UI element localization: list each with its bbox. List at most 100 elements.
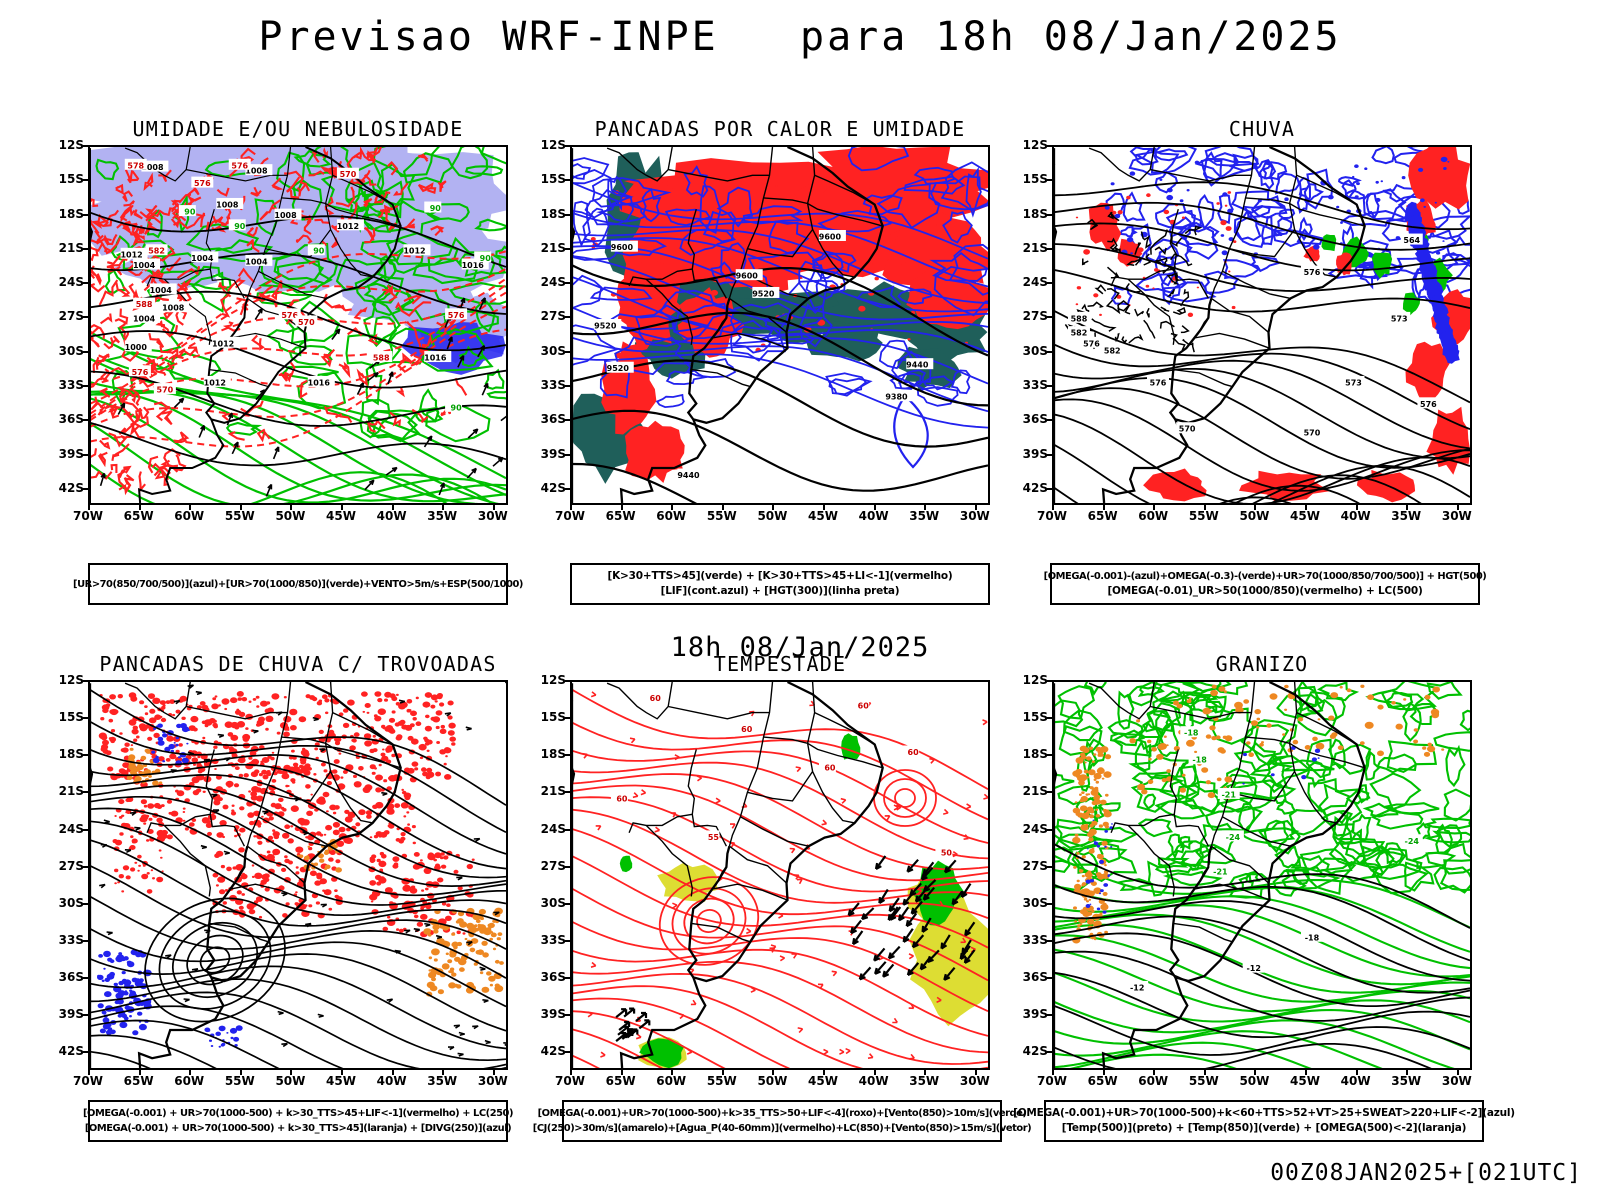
svg-text:-18: -18 [1184,729,1199,738]
y-axis-tick-label: 39S [540,1007,566,1022]
x-axis-tick-mark [1456,505,1459,510]
svg-text:1016: 1016 [462,261,485,270]
y-axis-tick-mark [565,282,571,285]
y-axis-tick-label: 42S [1022,480,1048,495]
x-axis-tick-mark [1406,505,1409,510]
y-axis-tick-mark [83,179,89,182]
y-axis-tick-label: 27S [1022,309,1048,324]
y-axis-tick-mark [83,453,89,456]
y-axis-tick-mark [1047,1014,1053,1017]
y-axis-tick-label: 15S [1022,172,1048,187]
x-axis-tick-label: 55W [706,1074,737,1088]
y-axis-tick-label: 33S [1022,378,1048,392]
legend-line: [UR>70(850/700/500)](azul)+[UR>70(1000/8… [73,578,523,590]
svg-text:-18: -18 [1192,756,1207,765]
x-axis-tick-label: 45W [1290,509,1320,523]
y-axis-tick-mark [565,179,571,182]
map-plot-granizo: -18 -18 -21 -24 -24 -21 -18 -12 -12 [1054,682,1470,1068]
y-axis-tick-label: 12S [58,138,84,152]
svg-text:-24: -24 [1405,837,1420,846]
y-axis-tick-mark [565,385,571,387]
svg-text:570: 570 [1304,428,1321,437]
x-axis-tick-label: 50W [757,1074,788,1088]
x-axis-tick-mark [570,1070,572,1075]
x-axis-tick-label: 60W [174,509,205,523]
y-axis-tick-label: 15S [1022,710,1048,725]
svg-text:60: 60 [741,725,753,734]
x-axis-tick-label: 45W [326,1074,356,1088]
x-axis-tick-label: 40W [376,1074,407,1088]
y-axis-tick-label: 21S [540,784,566,799]
map-canvas-umidade: 1008 1008 1008 1008 1012 1004 1004 1004 1004 1008… [88,145,508,505]
y-axis-tick-label: 36S [1022,412,1048,427]
legend-box-pancadas_calor: [K>30+TTS>45](verde) + [K>30+TTS>45+LI<-… [570,563,990,605]
y-axis-tick-mark [1047,902,1053,905]
svg-text:1012: 1012 [212,339,234,348]
x-axis-tick-label: 55W [224,509,255,523]
x-axis-tick-label: 35W [909,509,940,523]
svg-text:576: 576 [448,311,465,320]
x-axis-tick-label: 35W [1391,1074,1422,1088]
svg-text:60: 60 [858,702,870,711]
x-axis-tick-mark [1203,1070,1206,1075]
svg-text:576: 576 [281,311,298,320]
y-axis-tick-mark [1047,865,1053,868]
svg-text:60: 60 [908,748,920,757]
x-axis-tick-label: 55W [706,509,737,523]
y-axis-tick-label: 21S [58,240,84,255]
x-axis-tick-mark [873,505,876,510]
page-title: Previsao WRF-INPE para 18h 08/Jan/2025 [258,14,1342,60]
x-axis-tick-mark [620,505,623,510]
y-axis-tick-mark [83,977,89,980]
y-axis-tick-mark [83,902,89,905]
x-axis-tick-label: 30W [477,509,508,523]
y-axis-tick-mark [565,717,571,720]
panel-title-pancadas_calor: PANCADAS POR CALOR E UMIDADE [594,117,966,141]
legend-box-tempestade: [OMEGA(-0.001)+UR>70(1000-500)+k>35_TTS>… [533,1100,1032,1142]
x-axis-tick-label: 55W [1188,509,1219,523]
y-axis-tick-mark [83,385,89,387]
y-axis-tick-label: 30S [58,343,84,358]
y-axis-tick-mark [1047,385,1053,387]
x-axis-tick-label: 30W [477,1074,508,1088]
x-axis-tick-mark [88,1070,90,1075]
svg-text:-21: -21 [1213,868,1228,877]
x-axis-tick-mark [138,505,141,510]
y-axis-tick-mark [83,865,89,868]
x-axis-tick-mark [88,505,90,510]
map-canvas-granizo: -18 -18 -21 -24 -24 -21 -18 -12 -12 [1052,680,1472,1070]
y-axis-tick-label: 33S [58,378,84,392]
y-axis-tick-label: 15S [540,710,566,725]
y-axis-tick-label: 30S [1022,343,1048,358]
y-axis-tick-mark [1047,977,1053,980]
y-axis-tick-label: 15S [58,710,84,725]
y-axis-tick-mark [1047,754,1053,757]
y-axis-tick-label: 24S [540,275,566,290]
svg-text:576: 576 [231,161,248,170]
svg-text:-21: -21 [1221,790,1236,799]
x-axis-tick-mark [341,1070,343,1075]
y-axis-tick-label: 24S [540,821,566,836]
svg-text:570: 570 [340,170,357,179]
legend-line: [OMEGA(-0.001)-(azul)+OMEGA(-0.3)-(verde… [1043,571,1487,582]
x-axis-tick-label: 40W [376,509,407,523]
y-axis-tick-label: 33S [540,933,566,947]
x-axis-tick-label: 60W [656,1074,687,1088]
svg-text:55: 55 [708,833,720,842]
x-axis-tick-label: 50W [757,509,788,523]
y-axis-tick-mark [83,282,89,285]
y-axis-tick-mark [83,754,89,757]
svg-text:90: 90 [430,204,442,213]
y-axis-tick-label: 39S [1022,446,1048,461]
svg-text:9600: 9600 [819,233,842,242]
x-axis-tick-mark [1153,505,1156,510]
x-axis-tick-label: 55W [224,1074,255,1088]
x-axis-tick-label: 55W [1188,1074,1219,1088]
x-axis-tick-label: 70W [555,1074,585,1088]
y-axis-tick-label: 33S [58,933,84,947]
y-axis-tick-label: 27S [1022,858,1048,873]
svg-text:9600: 9600 [611,243,634,252]
x-axis-tick-label: 35W [1391,509,1422,523]
svg-text:90: 90 [184,208,196,217]
